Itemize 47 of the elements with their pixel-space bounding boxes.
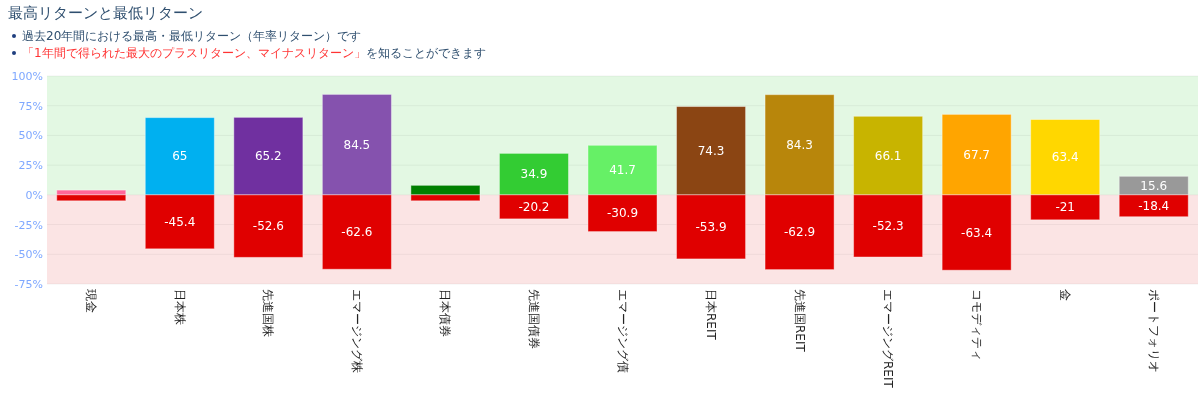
x-tick-label: 先進国債券 <box>526 289 541 349</box>
data-label: 74.3 <box>697 143 725 158</box>
y-tick-label: 25% <box>18 159 43 173</box>
y-tick-label: 100% <box>11 70 43 83</box>
data-label: 84.5 <box>343 137 371 152</box>
x-tick-label: 日本債券 <box>438 289 453 337</box>
data-label: 34.9 <box>520 167 548 182</box>
x-tick-label: エマージング株 <box>349 289 364 373</box>
x-tick-label: 先進国株 <box>261 289 276 337</box>
x-tick-label: 日本REIT <box>704 289 719 341</box>
x-tick-label: エマージングREIT <box>881 289 896 389</box>
x-tick-label: 金 <box>1058 289 1073 301</box>
data-label: 63.4 <box>1051 150 1079 165</box>
x-tick-label: 現金 <box>84 289 99 313</box>
data-label: -18.4 <box>1138 198 1170 213</box>
data-label: -30.9 <box>606 206 639 221</box>
data-label: -52.3 <box>872 218 904 233</box>
data-label: -45.4 <box>164 214 196 229</box>
y-tick-label: 0% <box>25 188 43 202</box>
y-tick-label: -50% <box>14 248 43 262</box>
text: 「1年間で得られた最大のプラスリターン、マイナスリターン」 <box>22 46 366 60</box>
x-tick-label: エマージング債 <box>615 289 630 373</box>
data-label: -62.9 <box>784 225 816 240</box>
x-tick-label: ポートフォリオ <box>1146 289 1161 373</box>
data-label: -20.2 <box>518 199 550 214</box>
data-label: 84.3 <box>786 137 813 152</box>
data-label: -53.9 <box>695 219 727 234</box>
data-label: 66.1 <box>874 148 902 163</box>
chart-subtitle: 過去20年間における最高・最低リターン（年率リターン）です <box>22 29 362 43</box>
data-label: 41.7 <box>609 163 636 178</box>
y-tick-label: -75% <box>14 278 43 291</box>
data-label: -63.4 <box>961 225 993 240</box>
data-label: -52.6 <box>252 219 284 234</box>
y-tick-label: 50% <box>18 129 43 143</box>
x-tick-label: 先進国REIT <box>792 289 807 353</box>
text: を知ることができます <box>365 46 486 60</box>
y-tick-label: -25% <box>14 218 43 232</box>
data-label: 15.6 <box>1140 178 1168 193</box>
data-label: 65.2 <box>254 149 282 164</box>
y-tick-label: 75% <box>18 99 43 113</box>
x-tick-label: 日本株 <box>172 289 187 325</box>
data-label: -21 <box>1055 200 1075 215</box>
data-label: 65 <box>172 149 188 164</box>
data-label: 67.7 <box>963 147 991 162</box>
chart-title: 最高リターンと最低リターン <box>8 4 203 22</box>
data-label: -62.6 <box>341 225 373 240</box>
x-tick-label: コモディティ <box>969 289 984 361</box>
